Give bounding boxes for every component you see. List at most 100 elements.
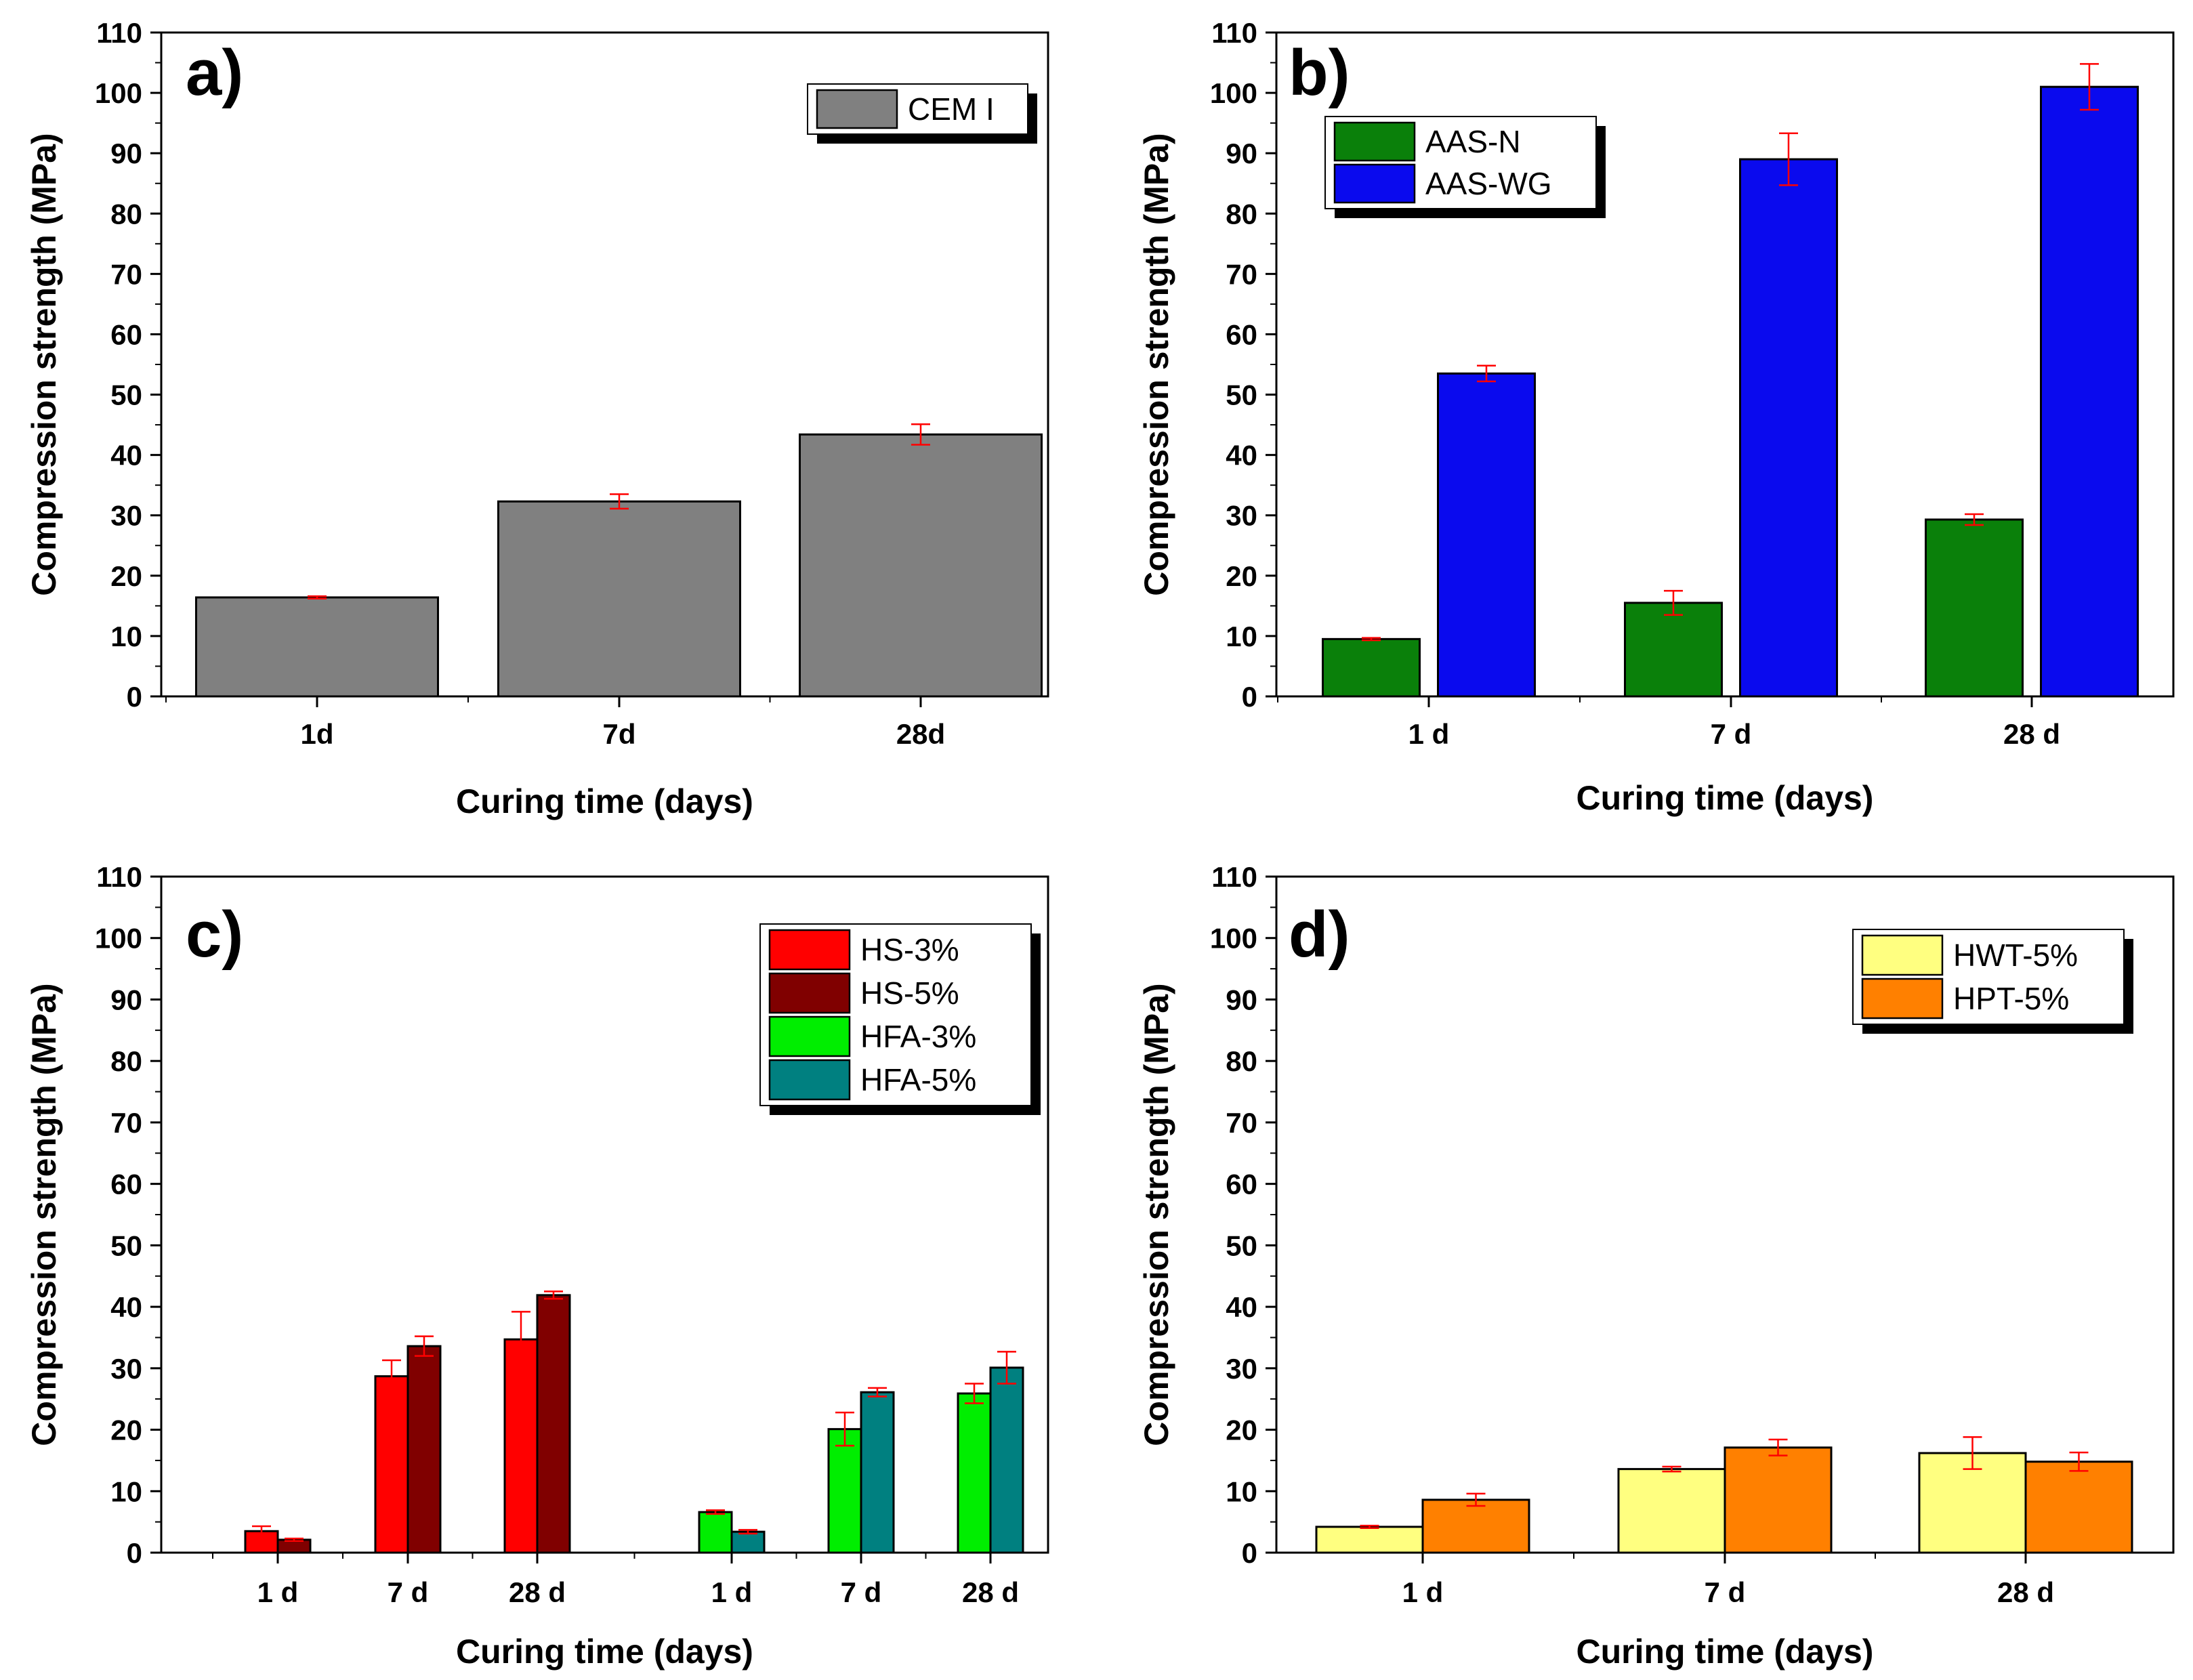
legend-entry: AAS-N (1425, 124, 1521, 159)
y-tick-label: 60 (1226, 1169, 1257, 1200)
x-tick-label: 7 d (1705, 1576, 1746, 1608)
y-tick-label: 40 (110, 1291, 142, 1323)
y-tick-label: 90 (1226, 138, 1257, 169)
legend-swatch (1861, 978, 1944, 1020)
x-tick-label: 1d (300, 718, 333, 750)
y-tick-label: 0 (127, 681, 142, 713)
chart-panel-2: 0 10 20 30 40 50 60 70 80 90 100 110 1 d 7 d 28 d Curin… (1137, 17, 2175, 817)
bar (1724, 1446, 1833, 1554)
y-axis-title: Compression strength (MPa) (25, 133, 63, 595)
panel-label: a) (186, 37, 243, 109)
x-tick-label: 7 d (841, 1576, 882, 1608)
x-tick-label: 7 d (1711, 718, 1752, 750)
panel-label: c) (186, 898, 243, 971)
legend-swatch (768, 972, 851, 1014)
y-tick-label: 30 (110, 500, 142, 532)
y-tick-label: 40 (110, 440, 142, 471)
y-tick-label: 110 (1211, 861, 1257, 893)
bar (497, 500, 741, 698)
x-axis-title: Curing time (days) (456, 782, 753, 820)
y-axis-title: Compression strength (MPa) (25, 983, 63, 1446)
y-tick-label: 40 (1226, 1291, 1257, 1323)
legend-swatch (768, 1015, 851, 1057)
y-tick-label: 80 (110, 198, 142, 230)
y-tick-label: 50 (110, 379, 142, 411)
bar (1624, 602, 1723, 698)
x-tick-label: 7d (602, 718, 635, 750)
y-tick-label: 70 (110, 258, 142, 290)
bar (1315, 1526, 1424, 1554)
y-tick-label: 0 (127, 1537, 142, 1569)
bar (1617, 1468, 1726, 1554)
y-tick-label: 80 (1226, 198, 1257, 230)
y-tick-label: 10 (1226, 1475, 1257, 1507)
bar (730, 1530, 766, 1554)
y-tick-label: 100 (1210, 77, 1257, 109)
bar (827, 1428, 862, 1554)
panel-label: b) (1289, 37, 1350, 109)
legend-entry: HWT-5% (1953, 938, 2078, 973)
y-tick-label: 0 (1242, 681, 1257, 713)
y-tick-label: 110 (96, 861, 142, 893)
legend-entry: HPT-5% (1953, 981, 2069, 1016)
chart-panel-1: 0 10 20 30 40 50 60 70 80 90 100 110 1d 7d 28d Curing t… (25, 17, 1049, 820)
y-tick-label: 50 (1226, 379, 1257, 411)
y-tick-label: 60 (110, 318, 142, 350)
y-tick-label: 30 (1226, 500, 1257, 532)
y-axis-title: Compression strength (MPa) (1137, 133, 1175, 595)
x-tick-label: 7 d (388, 1576, 429, 1608)
legend-swatch (768, 929, 851, 971)
y-tick-label: 30 (110, 1353, 142, 1385)
bar (503, 1338, 539, 1554)
legend: AAS-N AAS-WG (1324, 116, 1606, 218)
panel-label: d) (1289, 898, 1350, 971)
x-tick-label: 1 d (711, 1576, 753, 1608)
x-axis-title: Curing time (days) (456, 1633, 753, 1671)
legend-swatch (1333, 163, 1416, 204)
x-tick-label: 1 d (1402, 1576, 1444, 1608)
bar (1322, 637, 1421, 698)
legend-entry: HFA-3% (860, 1019, 976, 1054)
legend-swatch (816, 89, 898, 129)
x-axis-title: Curing time (days) (1576, 779, 1874, 817)
x-tick-label: 1 d (1408, 718, 1450, 750)
x-tick-label: 28 d (962, 1576, 1019, 1608)
y-tick-label: 100 (1210, 923, 1257, 954)
y-tick-label: 60 (1226, 318, 1257, 350)
bar (195, 596, 439, 698)
bar (2024, 1461, 2133, 1554)
bar (799, 433, 1043, 698)
y-tick-label: 80 (1226, 1045, 1257, 1077)
y-tick-label: 20 (1226, 560, 1257, 592)
y-tick-label: 10 (110, 1475, 142, 1507)
chart-panel-3: 0 10 20 30 40 50 60 70 80 90 100 110 1 d 7 d 28 d 1 d 7 … (25, 861, 1049, 1671)
y-tick-label: 100 (95, 77, 142, 109)
y-tick-label: 0 (1242, 1537, 1257, 1569)
y-tick-label: 60 (110, 1169, 142, 1200)
y-tick-label: 90 (110, 984, 142, 1015)
y-tick-label: 70 (1226, 1107, 1257, 1139)
x-tick-label: 28 d (509, 1576, 566, 1608)
legend-entry: HS-5% (860, 975, 959, 1011)
bar (957, 1392, 992, 1554)
y-tick-label: 100 (95, 923, 142, 954)
legend-swatch (1861, 934, 1944, 976)
bar (1925, 518, 2024, 698)
y-tick-label: 70 (1226, 258, 1257, 290)
bar (2040, 85, 2139, 698)
legend-swatch (1333, 121, 1416, 162)
bar (860, 1391, 895, 1554)
y-axis-title: Compression strength (MPa) (1137, 983, 1175, 1446)
legend: CEM I (807, 83, 1037, 144)
bar (1437, 372, 1536, 698)
y-tick-label: 110 (96, 17, 142, 49)
y-tick-label: 20 (1226, 1414, 1257, 1446)
bar (1739, 158, 1838, 698)
bar (406, 1345, 442, 1554)
legend: HS-3% HS-5% HFA-3% HFA-5% (759, 923, 1041, 1115)
y-tick-label: 80 (110, 1045, 142, 1077)
y-tick-label: 70 (110, 1107, 142, 1139)
legend-entry: HFA-5% (860, 1062, 976, 1097)
legend: HWT-5% HPT-5% (1852, 929, 2133, 1034)
